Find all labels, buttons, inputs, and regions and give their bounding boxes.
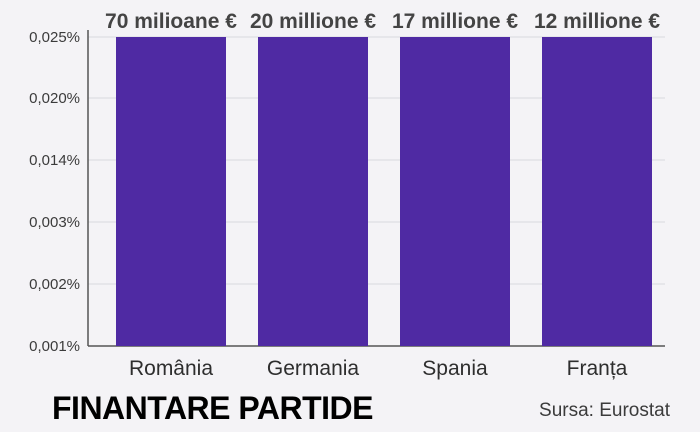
bar	[258, 37, 368, 346]
y-tick-label: 0,001%	[29, 338, 80, 355]
x-tick-label: Spania	[422, 357, 488, 380]
bar	[116, 37, 226, 346]
data-label: 70 milioane €	[105, 10, 237, 33]
chart-title: FINANTARE PARTIDE	[52, 390, 373, 426]
y-tick-label: 0,003%	[29, 214, 80, 231]
bar	[400, 37, 510, 346]
bar	[542, 37, 652, 346]
y-tick-label: 0,020%	[29, 90, 80, 107]
y-tick-label: 0,014%	[29, 152, 80, 169]
y-tick-label: 0,025%	[29, 29, 80, 46]
x-tick-label: Franța	[567, 357, 628, 380]
data-label: 17 millione €	[392, 10, 518, 33]
data-label: 20 millione €	[250, 10, 376, 33]
x-tick-label: România	[129, 357, 213, 380]
y-tick-label: 0,002%	[29, 276, 80, 293]
x-tick-label: Germania	[267, 357, 360, 380]
data-label: 12 millione €	[534, 10, 660, 33]
source-label: Sursa: Eurostat	[539, 400, 670, 421]
